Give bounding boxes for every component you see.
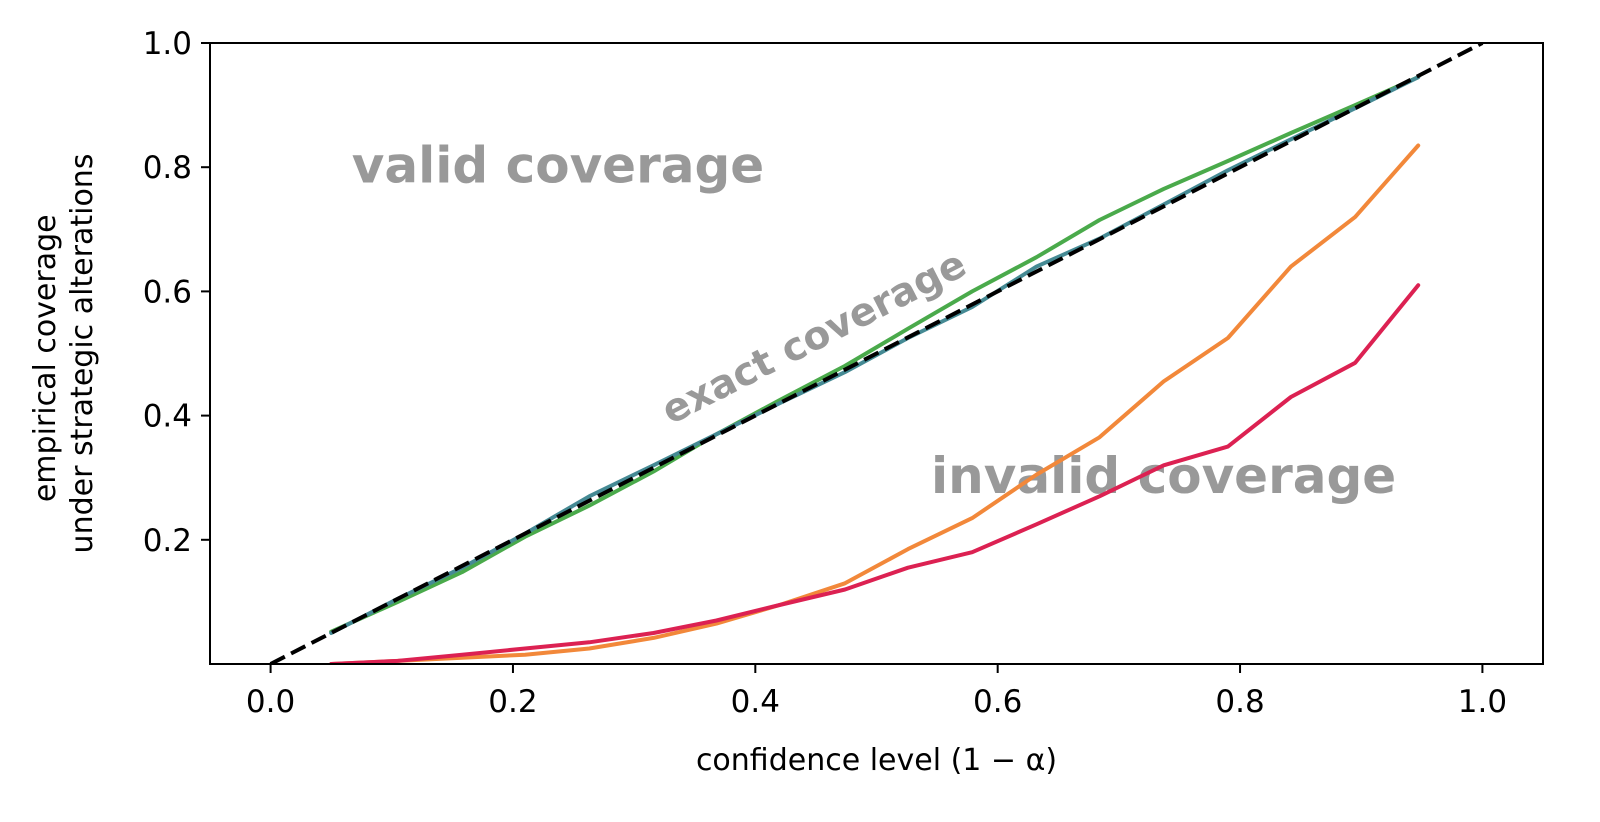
annotation-exact-coverage: exact coverage	[655, 242, 974, 434]
y-axis-label-line-1: empirical coverage	[28, 214, 63, 502]
x-tick-label: 0.2	[488, 684, 537, 720]
exact-coverage-reference-line	[269, 43, 1484, 664]
x-tick-label: 1.0	[1458, 684, 1507, 720]
y-axis: 0.2 0.4 0.6 0.8 1.0	[143, 26, 210, 559]
y-tick-label: 0.6	[143, 274, 192, 310]
series-line-3	[329, 143, 1421, 664]
annotation-valid-coverage: valid coverage	[352, 137, 764, 195]
x-axis: 0.0 0.2 0.4 0.6 0.8 1.0	[246, 664, 1507, 720]
x-axis-label: confidence level (1 − α)	[696, 743, 1057, 778]
y-tick-label: 0.4	[143, 399, 192, 435]
x-tick-label: 0.6	[973, 684, 1022, 720]
axes-frame	[209, 42, 1544, 665]
y-axis-label-line-2: under strategic alterations	[65, 154, 100, 554]
x-tick-label: 0.8	[1215, 684, 1264, 720]
series-line-1	[329, 75, 1421, 634]
y-tick-label: 0.2	[143, 523, 192, 559]
x-tick-label: 0.4	[731, 684, 780, 720]
series-line-4	[329, 283, 1421, 664]
x-tick-label: 0.0	[246, 684, 295, 720]
y-tick-label: 0.8	[143, 150, 192, 186]
y-tick-label: 1.0	[143, 26, 192, 62]
y-axis-label: empirical coverage under strategic alter…	[28, 154, 100, 554]
